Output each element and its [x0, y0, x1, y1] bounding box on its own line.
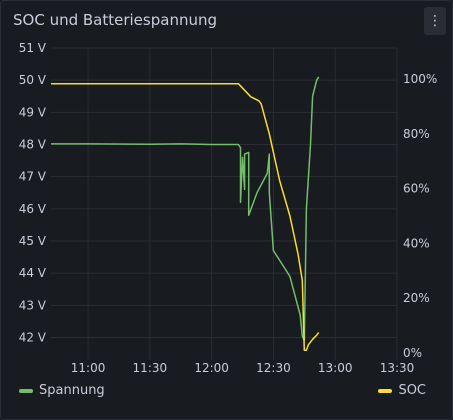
y-left-tick-label: 50 V — [19, 73, 47, 87]
y-left-tick-label: 45 V — [19, 234, 47, 248]
y-left-tick-label: 46 V — [19, 202, 47, 216]
legend-label-spannung: Spannung — [39, 383, 105, 398]
legend-label-soc: SOC — [398, 383, 426, 398]
x-tick-label: 13:00 — [318, 361, 353, 375]
y-right-tick-label: 40% — [403, 236, 430, 250]
chart-svg: 42 V 43 V 44 V 45 V 46 V 47 V 48 V 49 V 50 V 51 V… — [19, 41, 438, 375]
series-line-spannung — [51, 76, 320, 342]
y-right-tick-label: 80% — [403, 127, 430, 141]
x-tick-label: 13:30 — [380, 361, 415, 375]
y-right-tick-label: 0% — [403, 346, 422, 360]
more-vertical-icon: ⋮ — [428, 13, 442, 29]
y-right-tick-label: 20% — [403, 291, 430, 305]
x-tick-label: 11:30 — [133, 361, 168, 375]
legend-swatch-soc — [378, 388, 393, 393]
legend-item-spannung[interactable]: Spannung — [19, 383, 105, 398]
y-left-tick-label: 42 V — [19, 330, 47, 344]
y-right-tick-label: 100% — [403, 72, 437, 86]
legend-swatch-spannung — [19, 388, 33, 393]
y-right-tick-label: 60% — [403, 182, 430, 196]
x-tick-label: 11:00 — [71, 361, 106, 375]
panel-title: SOC und Batteriespannung — [13, 11, 217, 29]
panel-menu-button[interactable]: ⋮ — [424, 7, 446, 35]
x-tick-label: 12:30 — [256, 361, 291, 375]
series-line-soc — [51, 82, 320, 352]
y-left-tick-label: 47 V — [19, 170, 47, 184]
y-left-tick-label: 49 V — [19, 105, 47, 119]
y-left-tick-label: 51 V — [19, 41, 47, 55]
y-left-tick-label: 43 V — [19, 298, 47, 312]
y-left-tick-label: 44 V — [19, 266, 47, 280]
x-tick-label: 12:00 — [194, 361, 229, 375]
legend-item-soc[interactable]: SOC — [378, 383, 426, 398]
y-left-tick-label: 48 V — [19, 137, 47, 151]
